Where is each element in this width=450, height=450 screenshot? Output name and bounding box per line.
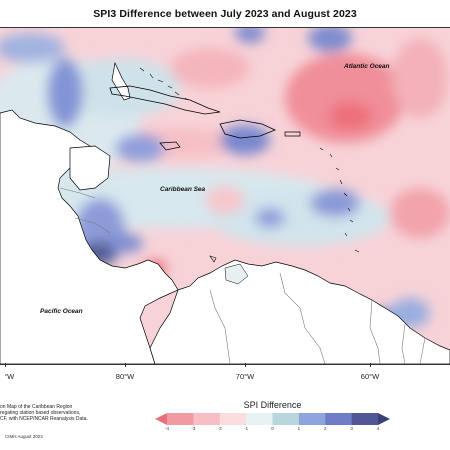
tickmark-80w <box>125 363 126 367</box>
colorbar-left-arrow <box>155 413 167 425</box>
yucatan-land <box>69 145 111 191</box>
jamaica-coast <box>159 141 181 151</box>
colorbar-cell <box>351 413 379 425</box>
spi-field <box>0 28 450 348</box>
tickmark-90w <box>5 363 6 367</box>
lesser-antilles <box>319 147 360 253</box>
colorbar-cell <box>193 413 221 425</box>
label-atlantic-ocean: Atlantic Ocean <box>344 63 390 70</box>
spi-map <box>0 28 450 364</box>
colorbar-tick-label: -2 <box>217 426 222 431</box>
legend-colorbar <box>155 413 390 425</box>
colorbar-tick-label: 3 <box>350 426 353 431</box>
cuba-coast <box>109 85 221 115</box>
legend-title: SPI Difference <box>243 400 302 410</box>
tick-label-80w: 80°W <box>115 372 135 381</box>
colorbar-cell <box>298 413 326 425</box>
colorbar-cell <box>219 413 247 425</box>
puerto-rico-coast <box>284 131 301 137</box>
map-title: SPI3 Difference between July 2023 and Au… <box>93 8 357 20</box>
note-line-1: on Map of the Caribbean Region <box>0 404 73 410</box>
colorbar-right-arrow <box>378 413 390 425</box>
south-america-land <box>149 259 450 364</box>
tickmark-60w <box>370 363 371 367</box>
tick-label-70w: 70°W <box>235 372 255 381</box>
tick-label-90w: 90°W <box>0 372 15 381</box>
colorbar-cells <box>167 413 379 425</box>
note-line-2: regating station based observations, <box>0 410 81 416</box>
colorbar-tick-label: 4 <box>376 426 380 431</box>
colorbar-tick-label: 1 <box>297 426 301 431</box>
colorbar-tick-label: -4 <box>164 426 170 431</box>
map-notes: on Map of the Caribbean Region regating … <box>0 404 88 422</box>
florida-land <box>111 61 131 101</box>
central-america-land <box>0 109 179 364</box>
colorbar-cell <box>325 413 352 425</box>
label-caribbean-sea: Caribbean Sea <box>160 186 206 193</box>
label-pacific-ocean: Pacific Ocean <box>40 308 83 315</box>
hispaniola-coast <box>219 119 277 139</box>
map-panel <box>0 27 450 365</box>
colorbar-tick-label: -3 <box>191 426 196 431</box>
colorbar-cell <box>246 413 273 425</box>
colorbar-tick-label: 0 <box>271 426 274 431</box>
tickmark-70w <box>245 363 246 367</box>
colorbar-cell <box>167 413 194 425</box>
tick-label-60w: 60°W <box>360 372 380 381</box>
colorbar-cell <box>272 413 300 425</box>
bahamas-islands <box>139 67 189 101</box>
credit-text: CIMH August 2023 <box>5 434 43 439</box>
colorbar-tick-label: -1 <box>244 426 249 431</box>
country-borders <box>59 187 426 364</box>
colorbar-tick-label: 2 <box>323 426 327 431</box>
note-line-3: CF, with NCEP/NCAR Reanalysis Data. <box>0 416 88 422</box>
